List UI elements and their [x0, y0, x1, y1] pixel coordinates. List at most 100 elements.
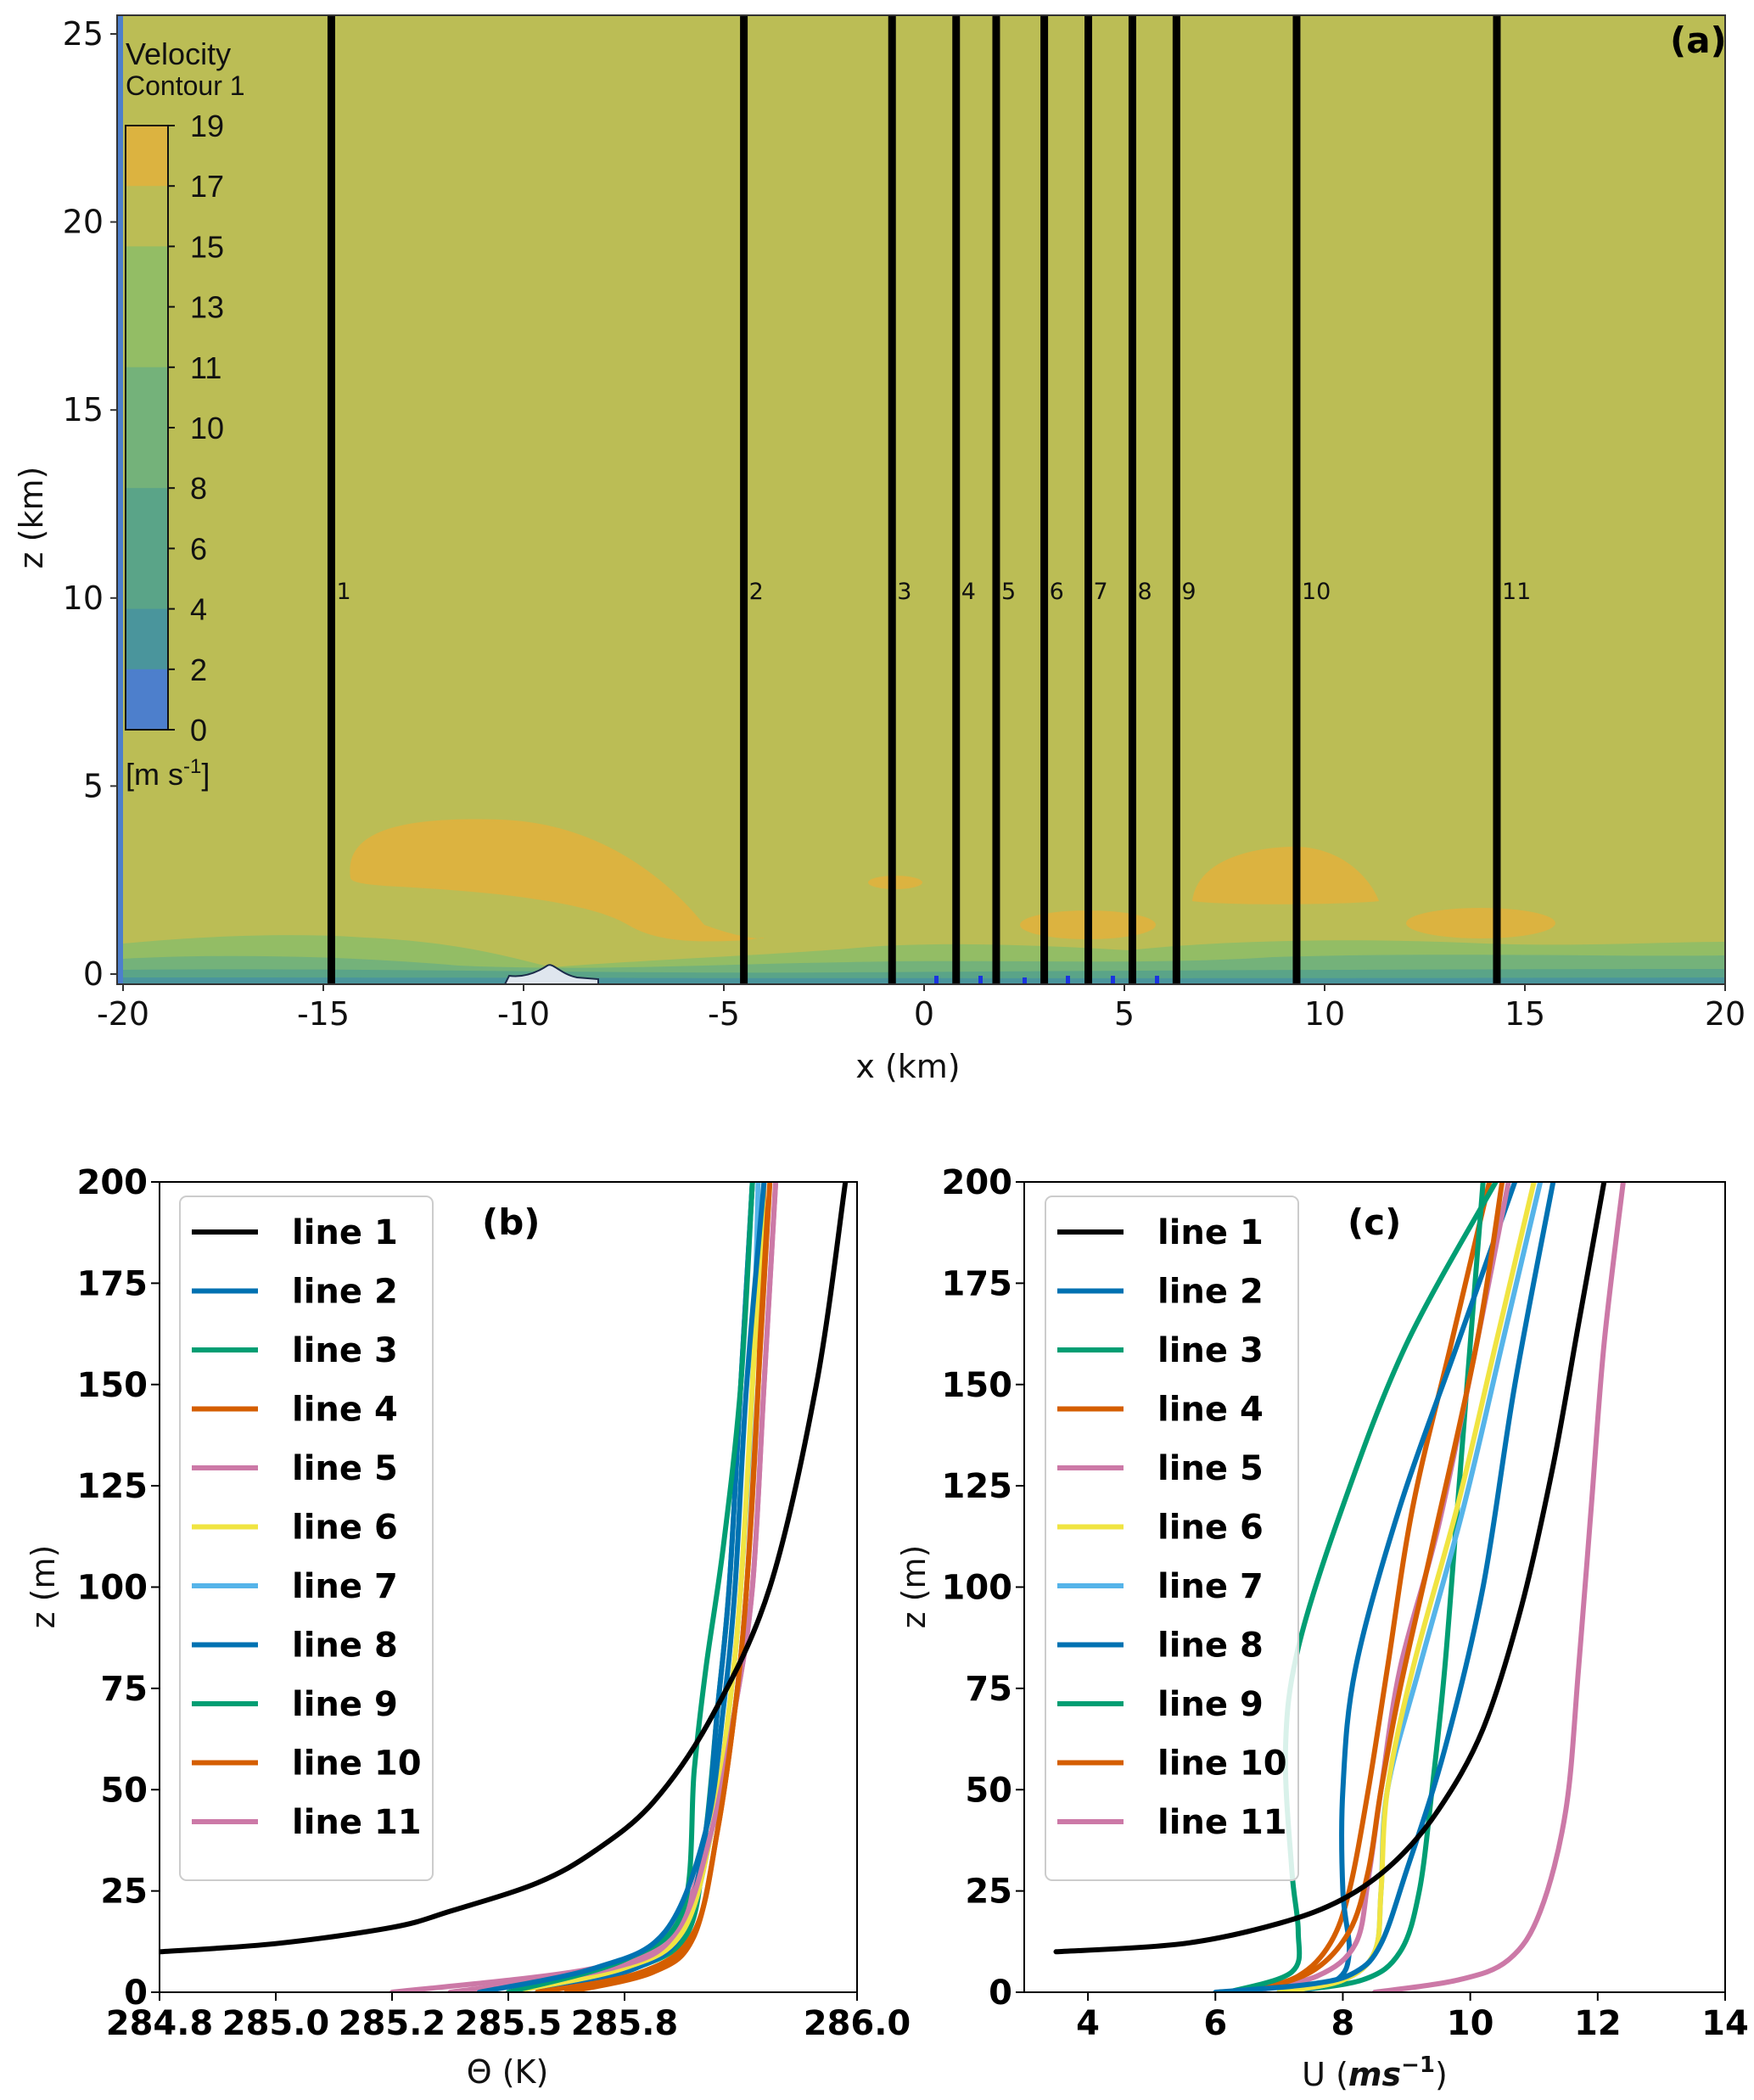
- c-ytick-label: 125: [942, 1467, 1013, 1506]
- c-series-line-9: [1276, 1182, 1486, 1992]
- profile-line-label-9: 9: [1181, 579, 1196, 605]
- c-legend-label: line 10: [1157, 1744, 1287, 1784]
- a-ytick-label: 20: [63, 204, 104, 241]
- a-ytick-label: 10: [63, 580, 104, 617]
- c-ytick-label: 150: [942, 1366, 1013, 1405]
- colorbar-level-label: 6: [190, 531, 207, 566]
- c-xtick-label: 8: [1331, 2004, 1355, 2043]
- b-series-line-2: [476, 1182, 767, 1992]
- colorbar-band: [126, 186, 168, 247]
- panel-a-frame: [116, 14, 1726, 985]
- b-legend-label: line 5: [292, 1449, 398, 1488]
- panel-a-contour: 1 2 3 4 5 6 7 8 9 10 11 Velocity Contour 1 1917151…: [13, 14, 1746, 1085]
- b-legend-label: line 3: [292, 1331, 398, 1370]
- ground-marker: [1023, 977, 1027, 984]
- c-xtick-label: 6: [1203, 2004, 1227, 2043]
- b-ytick-label: 150: [77, 1366, 149, 1405]
- panel-a-ylabel: z (km): [13, 467, 50, 569]
- colorbar-band: [126, 306, 168, 368]
- panel-a-xlabel: x (km): [855, 1048, 960, 1085]
- c-xtick-label: 4: [1076, 2004, 1100, 2043]
- b-xtick-label: 285.5: [455, 2004, 563, 2043]
- b-series-group: [160, 1182, 849, 1992]
- b-ytick-label: 125: [77, 1467, 149, 1506]
- colorbar-level-label: 13: [190, 290, 224, 325]
- colorbar-band: [126, 246, 168, 308]
- c-ytick-label: 50: [965, 1771, 1012, 1810]
- colorbar-unit-sup: -1: [183, 755, 201, 778]
- colorbar-unit-base: [m s: [126, 757, 183, 792]
- colorbar-level-label: 8: [190, 471, 207, 506]
- colorbar-band: [126, 488, 168, 549]
- colorbar-unit-end: ]: [201, 757, 210, 792]
- a-xtick-label: 20: [1705, 995, 1746, 1033]
- terrain-hill: [503, 964, 599, 985]
- colorbar-band: [126, 428, 168, 489]
- b-legend-label: line 4: [292, 1391, 398, 1430]
- b-ytick-label: 75: [100, 1670, 148, 1709]
- a-ytick-label: 0: [83, 955, 104, 993]
- b-xtick-label: 285.2: [339, 2004, 446, 2043]
- velocity-maximum-blob-5: [1406, 908, 1555, 938]
- a-xtick-label: 15: [1505, 995, 1545, 1033]
- c-legend-label: line 5: [1157, 1449, 1264, 1488]
- c-series-group: [1053, 1182, 1626, 1992]
- b-legend-label: line 9: [292, 1685, 398, 1724]
- panel-c-u-profile: 4 6 8 10 12 14 0 25 50 75 100 125 150 175 200 (c) lin…: [895, 1163, 1749, 2093]
- b-legend-label: line 11: [292, 1803, 422, 1842]
- b-legend-label: line 8: [292, 1627, 398, 1666]
- velocity-maximum-blob-4: [1192, 846, 1379, 904]
- panel-b-theta-profile: 284.8 285.0 285.2 285.5 285.8 286.0 0 25 50 75 10…: [25, 1163, 911, 2091]
- c-legend-label: line 3: [1157, 1331, 1264, 1370]
- b-ytick-label: 0: [124, 1974, 148, 2013]
- b-ytick-label: 50: [100, 1771, 148, 1810]
- b-legend-label: line 7: [292, 1567, 398, 1606]
- profile-line-label-11: 11: [1502, 579, 1531, 605]
- c-ytick-label: 75: [965, 1670, 1012, 1709]
- colorbar-band: [126, 608, 168, 670]
- c-legend-label: line 7: [1157, 1567, 1264, 1606]
- ground-marker: [978, 976, 983, 984]
- ground-marker: [1066, 976, 1070, 984]
- a-xtick-label: 0: [914, 995, 934, 1033]
- panel-a-label: (a): [1670, 20, 1727, 61]
- colorbar-band: [126, 669, 168, 731]
- a-xtick-label: 5: [1114, 995, 1135, 1033]
- ground-marker: [1155, 976, 1159, 984]
- c-legend-label: line 6: [1157, 1509, 1264, 1548]
- c-ytick-label: 175: [942, 1264, 1013, 1303]
- colorbar: Velocity Contour 1 19 17 15 13 11 10 8 6 4 2 0 [m …: [125, 36, 245, 792]
- c-ytick-label: 200: [942, 1163, 1013, 1202]
- boundary-layer-teal-3: [123, 977, 1725, 984]
- profile-line-label-8: 8: [1137, 579, 1152, 605]
- colorbar-level-label: 19: [190, 109, 224, 143]
- panel-c-xlabel-sup: −1: [1401, 2052, 1435, 2078]
- colorbar-level-label: 2: [190, 652, 207, 687]
- a-ytick-label: 25: [63, 15, 104, 53]
- c-series-line-11: [1372, 1182, 1626, 1992]
- colorbar-unit: [m s-1]: [126, 755, 210, 792]
- c-legend-box: [1045, 1196, 1299, 1881]
- c-xtick-label: 10: [1447, 2004, 1494, 2043]
- colorbar-level-label: 17: [190, 169, 224, 204]
- colorbar-band: [126, 548, 168, 610]
- c-ytick-label: 25: [965, 1873, 1012, 1912]
- a-xtick-label: -20: [97, 995, 149, 1033]
- b-legend-label: line 10: [292, 1744, 422, 1784]
- c-legend-label: line 1: [1157, 1213, 1264, 1252]
- c-series-line-10: [1244, 1182, 1493, 1992]
- a-xtick-label: -5: [708, 995, 740, 1033]
- c-series-line-4: [1244, 1182, 1505, 1992]
- b-ytick-label: 175: [77, 1264, 149, 1303]
- a-xtick-label: -15: [297, 995, 350, 1033]
- profile-line-label-5: 5: [1001, 579, 1016, 605]
- a-ytick-label: 15: [63, 391, 104, 428]
- b-series-line-4: [535, 1182, 773, 1992]
- a-xtick-label: -10: [497, 995, 550, 1033]
- c-legend-label: line 2: [1157, 1273, 1264, 1312]
- b-xtick-label: 286.0: [804, 2004, 911, 2043]
- b-series-line-1: [160, 1182, 849, 1955]
- panel-c-xlabel-end: ): [1435, 2056, 1448, 2093]
- colorbar-subtitle: Contour 1: [126, 70, 245, 101]
- panel-b-xlabel: Θ (K): [467, 2053, 549, 2091]
